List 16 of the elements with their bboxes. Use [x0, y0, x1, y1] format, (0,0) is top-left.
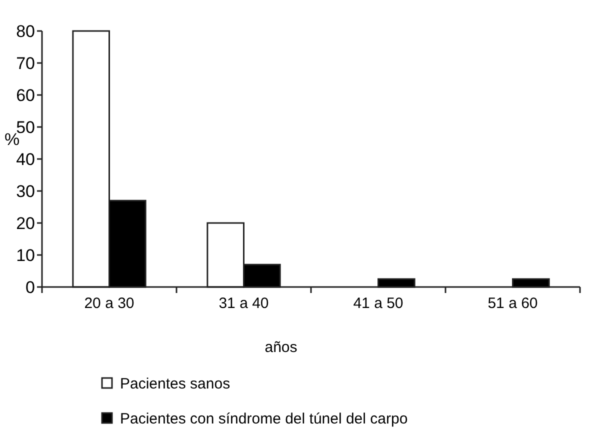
x-tick-label: 41 a 50 — [353, 295, 404, 312]
legend-label: Pacientes sanos — [120, 375, 230, 392]
y-tick-label: 40 — [16, 150, 35, 169]
y-tick-label: 50 — [16, 118, 35, 137]
y-tick-label: 80 — [16, 22, 35, 41]
y-tick-label: 70 — [16, 54, 35, 73]
y-tick-label: 0 — [26, 278, 35, 297]
x-tick-label: 31 a 40 — [218, 295, 269, 312]
y-tick-label: 30 — [16, 182, 35, 201]
x-tick-label: 51 a 60 — [488, 295, 538, 312]
legend-label: Pacientes con síndrome del túnel del carpo — [120, 410, 408, 428]
y-tick-label: 60 — [16, 86, 35, 105]
x-tick-label: 20 a 30 — [84, 295, 134, 312]
y-tick-label: 20 — [16, 214, 35, 233]
y-tick-label: 10 — [16, 246, 35, 265]
x-axis-title: años — [264, 339, 298, 356]
